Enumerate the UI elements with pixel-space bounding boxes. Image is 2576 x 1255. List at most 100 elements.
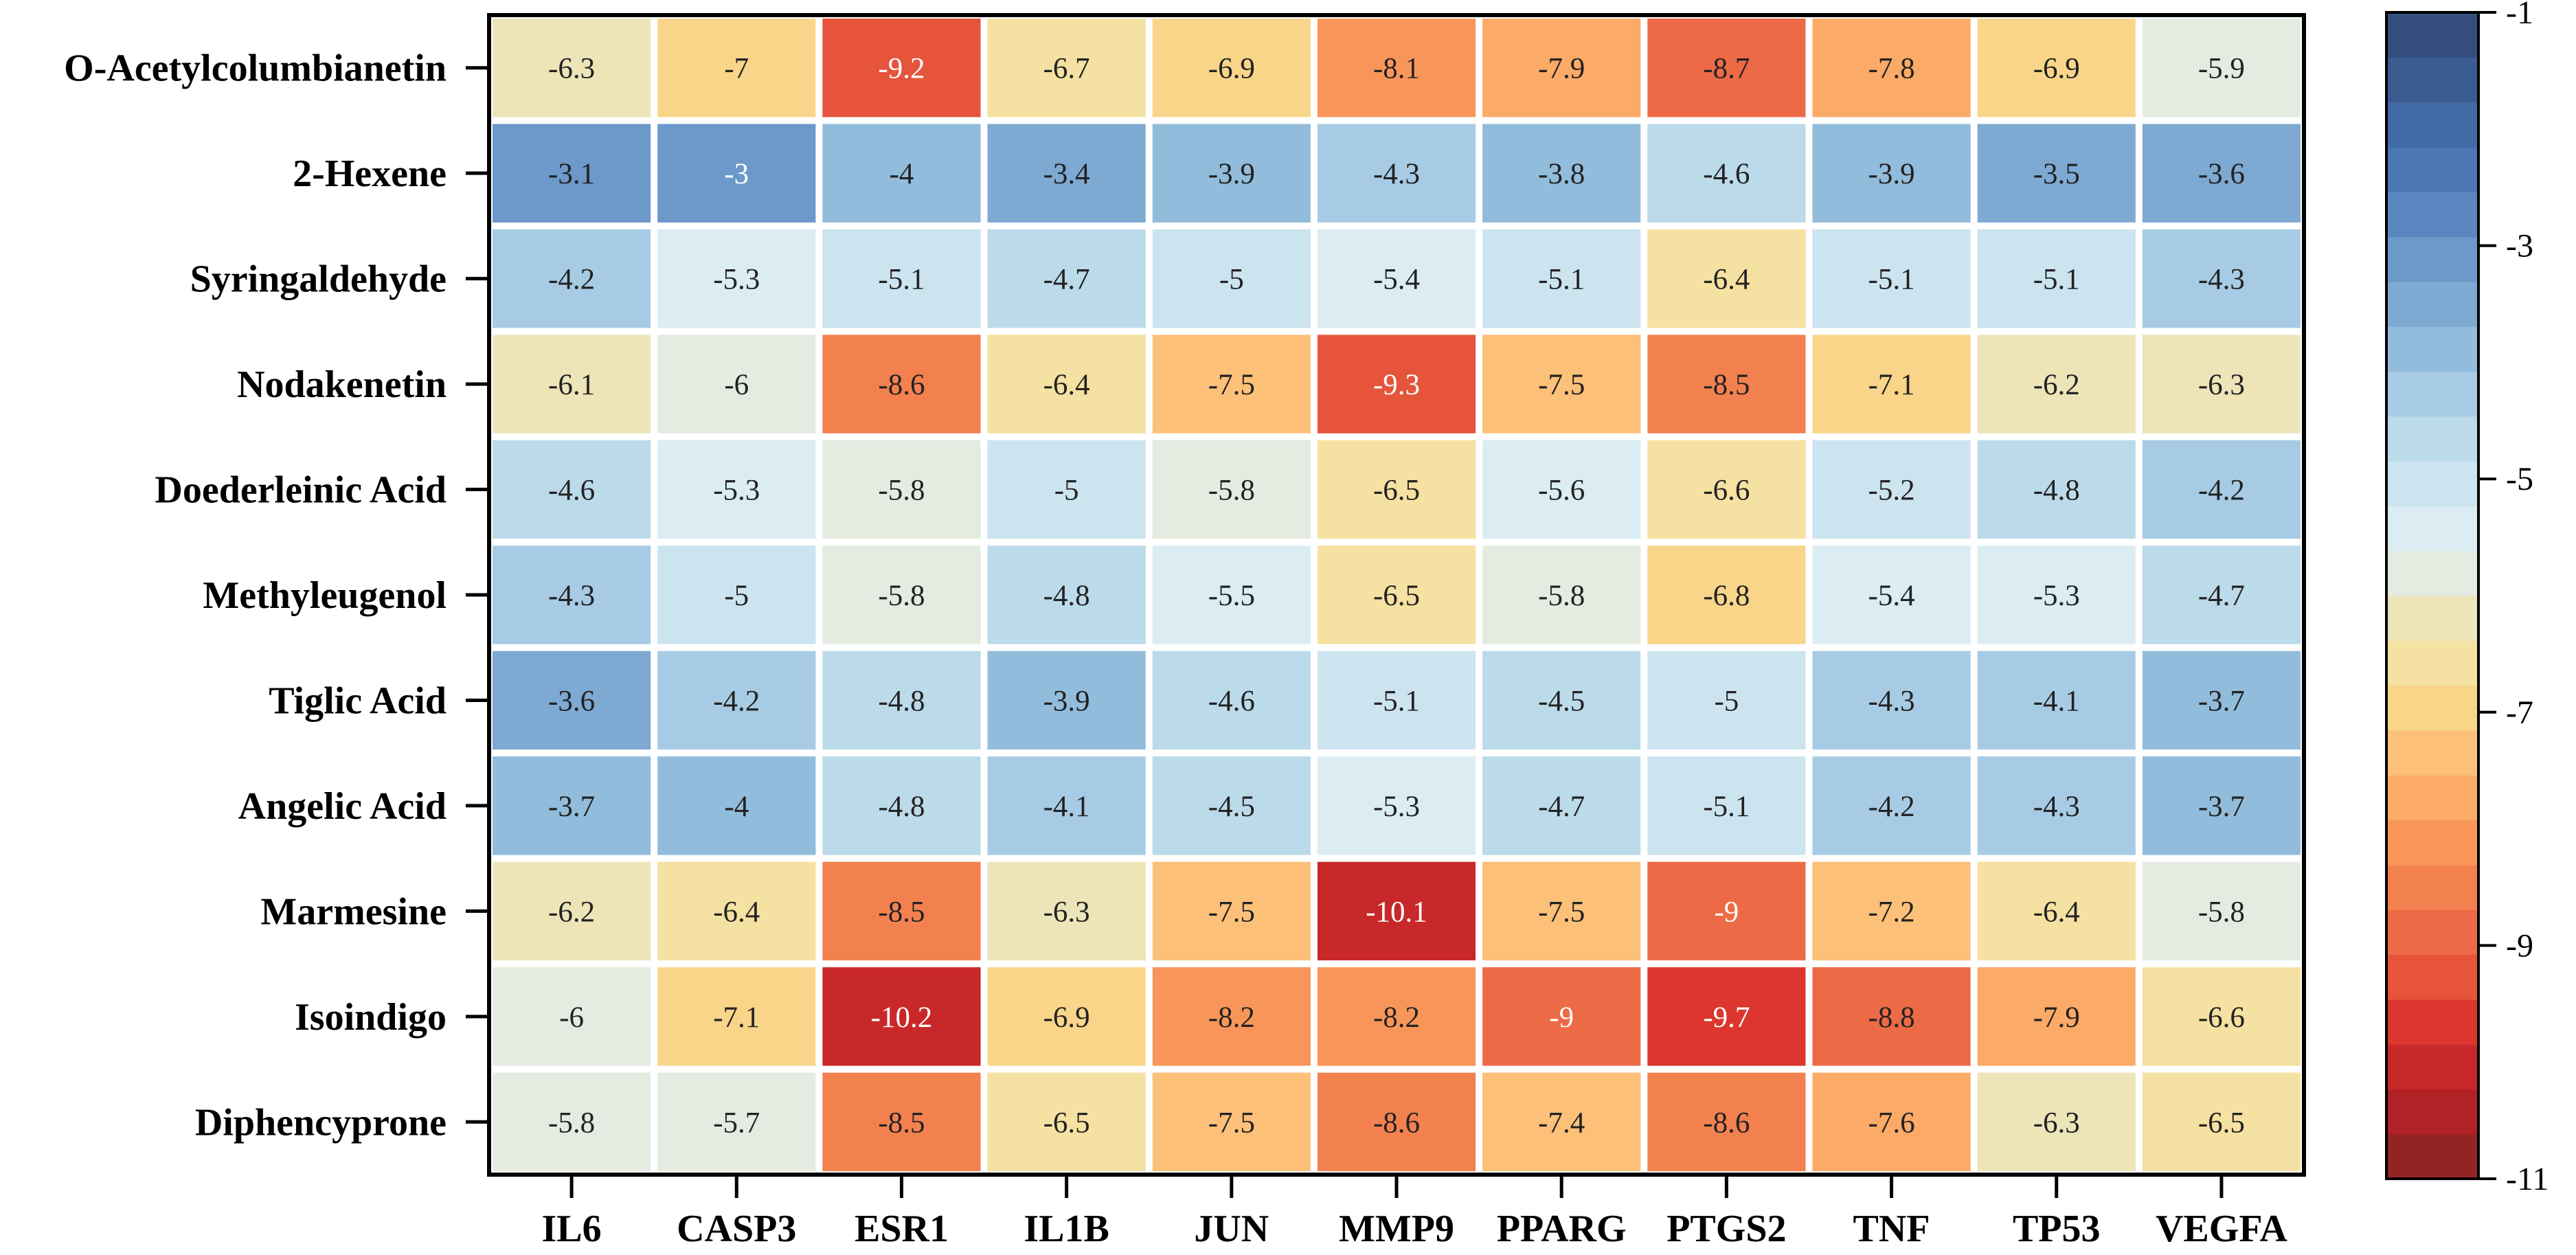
cell-value-label: -6.6 [2198, 1002, 2245, 1034]
cell-value-label: -5 [1054, 475, 1079, 507]
heatmap-cell [2142, 19, 2301, 117]
column-label: TNF [1853, 1208, 1930, 1250]
heatmap-cell [1812, 229, 1971, 328]
cell-value-label: -4.2 [713, 685, 760, 717]
cell-value-label: -3.7 [2198, 791, 2245, 823]
colorbar-swatch [2386, 12, 2478, 58]
cell-value-label: -5.6 [1538, 475, 1585, 507]
heatmap-cell [2142, 335, 2301, 433]
cell-value-label: -3.7 [548, 791, 595, 823]
cell-value-label: -8.6 [1373, 1107, 1420, 1139]
heatmap-cell [1812, 335, 1971, 433]
colorbar-swatch [2386, 192, 2478, 238]
heatmap-cell [1647, 861, 1806, 961]
cell-value-label: -5.8 [1538, 580, 1585, 612]
heatmap-cell [1977, 756, 2136, 855]
cell-value-label: -3.9 [1208, 158, 1255, 190]
colorbar-tick-label: -3 [2506, 228, 2533, 264]
cell-value-label: -5.2 [1868, 475, 1915, 507]
heatmap-cell [1812, 1072, 1971, 1171]
heatmap-cell [493, 124, 651, 223]
cell-value-label: -8.5 [878, 896, 925, 928]
column-label: CASP3 [677, 1208, 796, 1250]
cell-value-label: -4.3 [2198, 264, 2245, 296]
cell-value-label: -4.3 [548, 580, 595, 612]
cell-value-label: -6.2 [2033, 369, 2080, 401]
heatmap-cell [2142, 1072, 2301, 1171]
colorbar-swatch [2386, 909, 2478, 956]
heatmap-cell [493, 1072, 651, 1171]
row-label: Marmesine [260, 890, 447, 933]
column-label: PTGS2 [1667, 1208, 1786, 1250]
heatmap-cell [1977, 967, 2136, 1066]
colorbar-tick-label: -7 [2506, 694, 2533, 731]
heatmap-cell [1317, 651, 1476, 750]
cell-value-label: -5.1 [1373, 685, 1420, 717]
heatmap-cell [987, 19, 1146, 117]
heatmap-cell [2142, 545, 2301, 644]
cell-value-label: -6 [559, 1002, 584, 1034]
heatmap-cell [1647, 756, 1806, 855]
cell-value-label: -4.8 [2033, 475, 2080, 507]
cell-value-label: -4.5 [1538, 685, 1585, 717]
cell-value-label: -9.3 [1373, 369, 1420, 401]
colorbar-tick-label: -11 [2506, 1161, 2549, 1197]
colorbar-swatch [2386, 102, 2478, 148]
cell-value-label: -6.4 [713, 896, 760, 928]
heatmap-cell [1482, 440, 1641, 539]
row-label: Doederleinic Acid [155, 469, 447, 512]
heatmap-cell [987, 651, 1146, 750]
cell-value-label: -9 [1549, 1002, 1574, 1034]
heatmap-cell [1482, 756, 1641, 855]
colorbar-swatch [2386, 730, 2478, 776]
cell-value-label: -3.4 [1043, 158, 1090, 190]
cell-value-label: -6.6 [1703, 475, 1750, 507]
row-label: Methyleugenol [203, 574, 447, 617]
heatmap-cell [1317, 1072, 1476, 1171]
heatmap-cell [822, 651, 981, 750]
colorbar-swatch [2386, 685, 2478, 731]
row-label: Nodakenetin [237, 363, 447, 406]
column-label: IL1B [1024, 1208, 1109, 1250]
heatmap-cell [1647, 335, 1806, 433]
heatmap-cell [1152, 651, 1311, 750]
heatmap-cell [1317, 756, 1476, 855]
heatmap-cell [822, 229, 981, 328]
heatmap-cell [1647, 229, 1806, 328]
colorbar-swatch [2386, 506, 2478, 552]
cell-value-label: -5.8 [548, 1107, 595, 1139]
cell-value-label: -6.4 [2033, 896, 2080, 928]
colorbar-swatch [2386, 236, 2478, 282]
column-label: PPARG [1497, 1208, 1627, 1250]
cell-value-label: -6.5 [1373, 580, 1420, 612]
colorbar-swatch [2386, 281, 2478, 327]
column-label: JUN [1194, 1208, 1269, 1250]
heatmap-cell [1977, 19, 2136, 117]
colorbar-swatch [2386, 1044, 2478, 1090]
colorbar-swatch [2386, 326, 2478, 372]
heatmap-cell [1482, 124, 1641, 223]
cell-value-label: -7.6 [1868, 1107, 1915, 1139]
cell-value-label: -7.8 [1868, 53, 1915, 85]
cell-value-label: -4.7 [2198, 580, 2245, 612]
colorbar-tick-label: -1 [2506, 0, 2533, 31]
colorbar-swatch [2386, 640, 2478, 686]
heatmap-cell [1152, 967, 1311, 1066]
heatmap-cell [1647, 124, 1806, 223]
cell-value-label: -10.2 [871, 1002, 933, 1034]
heatmap-cell [493, 440, 651, 539]
heatmap-cell [1317, 124, 1476, 223]
cell-value-label: -5.9 [2198, 53, 2245, 85]
cell-value-label: -5.3 [2033, 580, 2080, 612]
cell-value-label: -10.1 [1366, 896, 1427, 928]
cell-value-label: -5.8 [878, 580, 925, 612]
heatmap-cell [822, 19, 981, 117]
cell-value-label: -4.2 [548, 264, 595, 296]
row-label: Tiglic Acid [269, 679, 447, 722]
cell-value-label: -4.7 [1538, 791, 1585, 823]
heatmap-cell [822, 124, 981, 223]
cell-value-label: -6.9 [1043, 1002, 1090, 1034]
cell-value-label: -6.3 [2033, 1107, 2080, 1139]
cell-value-label: -7 [724, 53, 749, 85]
